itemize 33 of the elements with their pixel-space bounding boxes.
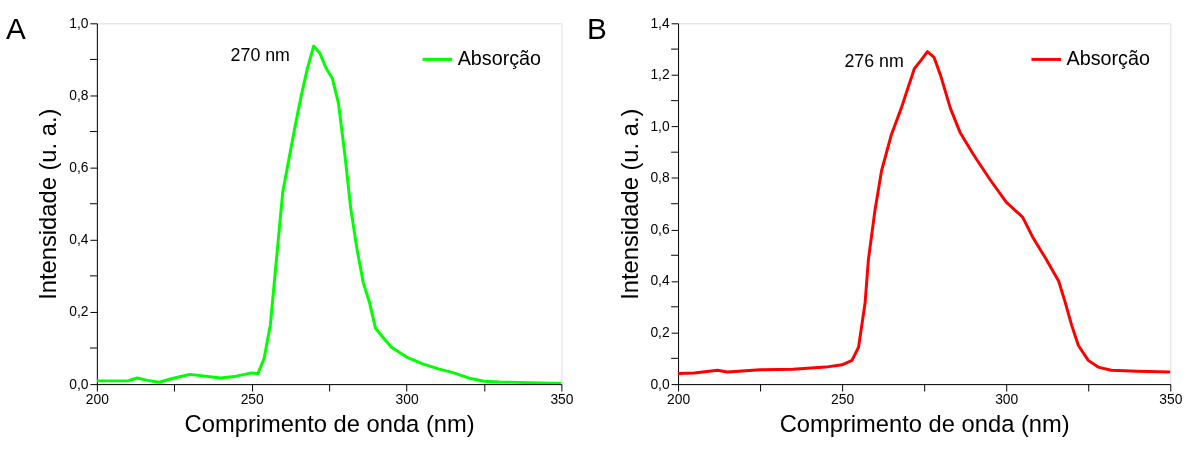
annotation: 270 nm (230, 44, 290, 65)
y-tick-label: 0,2 (650, 324, 670, 341)
y-tick-label: 0,4 (650, 272, 670, 289)
y-tick-label: 0,0 (650, 375, 670, 392)
y-tick-label: 0,2 (69, 303, 89, 320)
annotation: 276 nm (844, 50, 904, 71)
y-tick-label: 0,4 (69, 231, 89, 248)
line-series (678, 50, 1171, 376)
x-tick-label: 200 (667, 391, 691, 408)
y-tick-label: 1,4 (650, 14, 670, 31)
x-tick-label: 250 (831, 391, 855, 408)
y-tick-label: 0,0 (69, 375, 89, 392)
y-tick-label: 0,6 (650, 220, 670, 237)
y-tick-label: 1,0 (69, 14, 89, 31)
x-tick-label: 250 (240, 391, 265, 408)
legend-label: Absorção (457, 47, 542, 70)
x-tick-label: 300 (395, 391, 419, 408)
y-axis-title: Intensidade (u. a.) (616, 108, 643, 300)
x-axis-title: Comprimento de onda (nm) (184, 411, 475, 438)
x-tick-label: 350 (1159, 391, 1183, 408)
y-tick-label: 1,2 (650, 66, 670, 83)
x-tick-label: 200 (85, 391, 110, 408)
x-tick-label: 350 (550, 391, 574, 408)
text: B (587, 12, 607, 46)
x-tick-label: 300 (995, 391, 1019, 408)
x-axis-title: Comprimento de onda (nm) (779, 411, 1070, 438)
y-tick-label: 1,0 (650, 117, 670, 134)
y-tick-label: 0,6 (69, 159, 89, 176)
text: A (5, 12, 26, 46)
legend-label: Absorção (1066, 47, 1150, 70)
y-axis-title: Intensidade (u. a.) (35, 108, 62, 300)
y-tick-label: 0,8 (650, 169, 670, 186)
y-tick-label: 0,8 (69, 86, 89, 103)
